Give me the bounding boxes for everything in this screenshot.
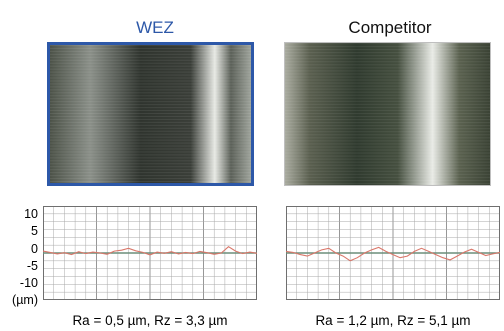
y-tick-label: 0: [31, 243, 38, 256]
wez-surface-image: [50, 45, 251, 183]
competitor-roughness-caption: Ra = 1,2 µm, Rz = 5,1 µm: [273, 313, 504, 328]
competitor-surface-image: [285, 43, 490, 185]
y-axis-unit: (µm): [12, 294, 38, 307]
wez-profile-plot: [43, 206, 257, 300]
wez-surface-photo: [47, 42, 254, 186]
competitor-profile-plot: [286, 206, 500, 300]
y-tick-label: 5: [31, 225, 38, 238]
wez-profile-chart: [43, 206, 257, 300]
y-tick-label: -5: [27, 260, 38, 273]
competitor-header: Competitor: [280, 18, 500, 38]
wez-roughness-caption: Ra = 0,5 µm, Rz = 3,3 µm: [30, 313, 270, 328]
y-tick-label: -10: [20, 277, 38, 290]
wez-header: WEZ: [45, 18, 265, 38]
y-axis-labels: 10 5 0 -5 -10 (µm): [0, 0, 44, 331]
competitor-profile-chart: [286, 206, 500, 300]
y-tick-label: 10: [24, 208, 38, 221]
competitor-surface-photo: [284, 42, 491, 186]
